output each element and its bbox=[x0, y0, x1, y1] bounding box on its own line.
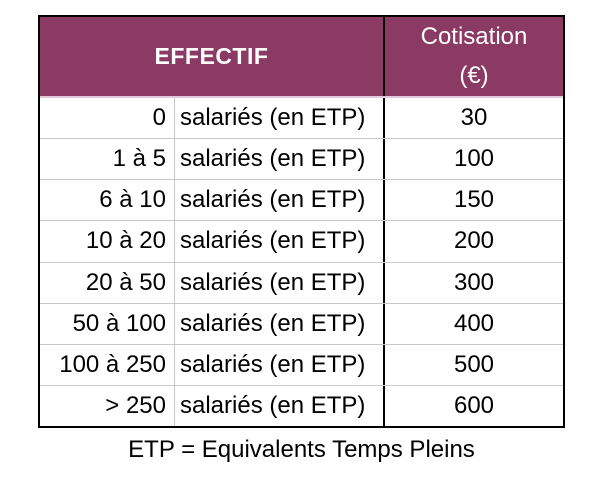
table-row: > 250 salariés (en ETP) 600 bbox=[40, 385, 563, 426]
effectif-range: 1 à 5 bbox=[40, 139, 175, 180]
table-row: 6 à 10 salariés (en ETP) 150 bbox=[40, 180, 563, 222]
effectif-range: 0 bbox=[40, 98, 175, 139]
effectif-unit: salariés (en ETP) bbox=[175, 262, 385, 303]
effectif-unit: salariés (en ETP) bbox=[175, 344, 385, 385]
effectif-unit: salariés (en ETP) bbox=[175, 98, 385, 139]
table-row: 10 à 20 salariés (en ETP) 200 bbox=[40, 221, 563, 263]
effectif-unit: salariés (en ETP) bbox=[175, 221, 385, 262]
cotisation-value: 400 bbox=[453, 309, 495, 337]
table-row: 1 à 5 salariés (en ETP) 100 bbox=[40, 139, 563, 181]
cotisation-value: 600 bbox=[453, 391, 495, 419]
effectif-unit: salariés (en ETP) bbox=[175, 180, 385, 221]
cotisation-value: 200 bbox=[453, 227, 495, 255]
cotisation-value: 500 bbox=[453, 350, 495, 378]
cotisation-header-line1: Cotisation bbox=[420, 22, 528, 50]
cotisation-value: 100 bbox=[453, 145, 495, 173]
table-row: 20 à 50 salariés (en ETP) 300 bbox=[40, 262, 563, 304]
effectif-range: 100 à 250 bbox=[40, 344, 175, 385]
cotisation-table: EFFECTIF Cotisation (€) 0 salariés (en E… bbox=[38, 15, 565, 428]
effectif-range: 6 à 10 bbox=[40, 180, 175, 221]
column-header-effectif: EFFECTIF bbox=[40, 17, 385, 96]
cotisation-value: 30 bbox=[460, 104, 488, 132]
effectif-unit: salariés (en ETP) bbox=[175, 303, 385, 344]
effectif-range: 20 à 50 bbox=[40, 262, 175, 303]
cotisation-value: 150 bbox=[453, 186, 495, 214]
cotisation-value: 300 bbox=[453, 268, 495, 296]
effectif-unit: salariés (en ETP) bbox=[175, 385, 385, 426]
column-header-cotisation: Cotisation (€) bbox=[385, 17, 563, 96]
etp-footnote: ETP = Equivalents Temps Pleins bbox=[128, 436, 475, 463]
table-row: 0 salariés (en ETP) 30 bbox=[40, 98, 563, 140]
table-row: 50 à 100 salariés (en ETP) 400 bbox=[40, 303, 563, 345]
cotisation-header-line2: (€) bbox=[459, 62, 489, 89]
effectif-range: 50 à 100 bbox=[40, 303, 175, 344]
effectif-range: > 250 bbox=[40, 385, 175, 426]
table-row: 100 à 250 salariés (en ETP) 500 bbox=[40, 344, 563, 386]
table-header-row: EFFECTIF Cotisation (€) bbox=[40, 17, 563, 98]
effectif-unit: salariés (en ETP) bbox=[175, 139, 385, 180]
effectif-range: 10 à 20 bbox=[40, 221, 175, 262]
